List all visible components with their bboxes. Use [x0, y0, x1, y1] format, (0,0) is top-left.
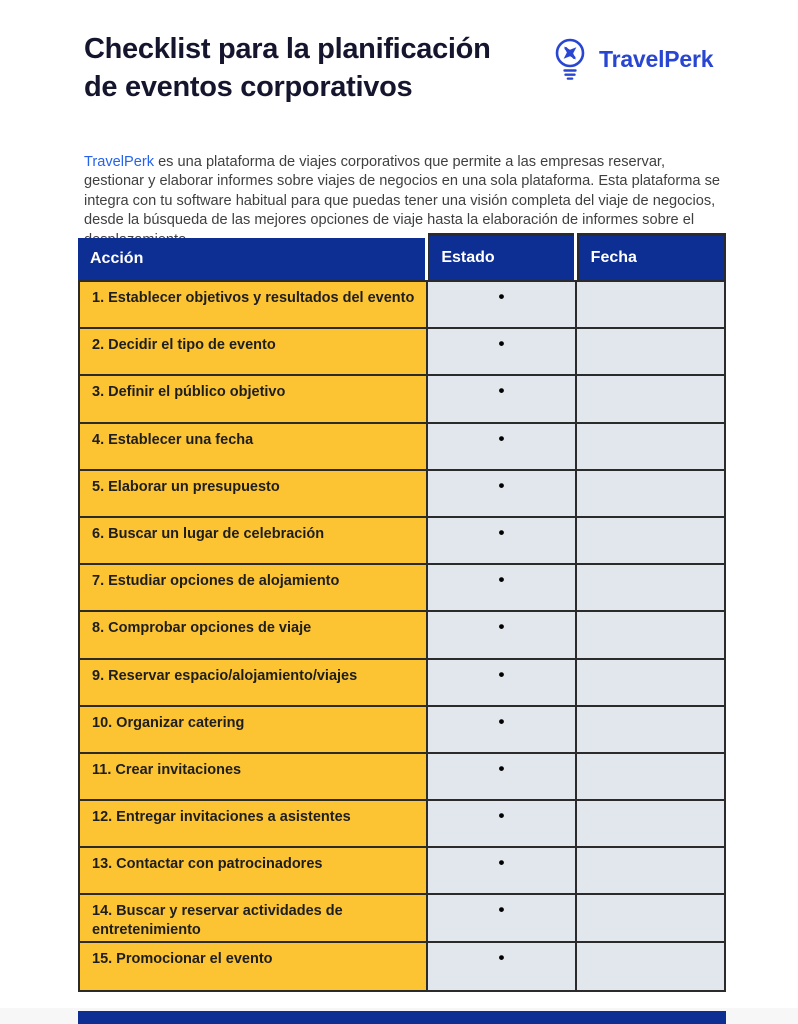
action-cell: 10. Organizar catering — [80, 706, 428, 752]
page-title-line2: de eventos corporativos — [84, 71, 413, 103]
page-title: Checklist para la planificación de event… — [84, 30, 491, 106]
fecha-cell — [577, 895, 724, 941]
brand-wordmark: TravelPerk — [599, 45, 714, 72]
estado-cell: • — [428, 706, 577, 752]
action-cell: 5. Elaborar un presupuesto — [80, 470, 428, 516]
page-title-line1: Checklist para la planificación — [84, 33, 491, 65]
action-cell: 3. Definir el público objetivo — [80, 376, 428, 422]
table-row: 10. Organizar catering • — [80, 706, 724, 754]
action-cell: 7. Estudiar opciones de alojamiento — [80, 565, 428, 611]
fecha-cell — [577, 423, 724, 469]
action-cell: 14. Buscar y reservar actividades de ent… — [80, 895, 428, 941]
table-row: 14. Buscar y reservar actividades de ent… — [80, 895, 724, 943]
table-row: 7. Estudiar opciones de alojamiento • — [80, 565, 724, 613]
fecha-cell — [577, 517, 724, 564]
estado-cell: • — [428, 329, 577, 375]
estado-cell: • — [428, 895, 577, 941]
fecha-cell — [577, 470, 724, 516]
estado-cell: • — [428, 565, 577, 611]
estado-cell: • — [428, 942, 577, 990]
table-row: 8. Comprobar opciones de viaje • — [80, 612, 724, 660]
fecha-cell — [577, 612, 724, 658]
table-row: 6. Buscar un lugar de celebración • — [80, 517, 724, 566]
travelperk-link[interactable]: TravelPerk — [84, 153, 155, 170]
intro-paragraph: TravelPerk es una plataforma de viajes c… — [84, 153, 726, 251]
action-cell: 4. Establecer una fecha — [80, 423, 428, 469]
footer-bar — [78, 1011, 726, 1024]
travelperk-logo: TravelPerk — [550, 36, 714, 82]
table-header-row: Acción Estado Fecha — [78, 233, 726, 280]
table-row: 3. Definir el público objetivo • — [80, 376, 724, 424]
estado-cell: • — [428, 517, 577, 564]
table-row: 15. Promocionar el evento • — [80, 942, 724, 990]
estado-cell: • — [428, 801, 577, 847]
fecha-cell — [577, 282, 724, 328]
fecha-cell — [577, 848, 724, 894]
estado-cell: • — [428, 848, 577, 894]
estado-cell: • — [428, 612, 577, 658]
action-cell: 11. Crear invitaciones — [80, 753, 428, 800]
table-row: 2. Decidir el tipo de evento • — [80, 329, 724, 377]
table-body: 1. Establecer objetivos y resultados del… — [78, 280, 726, 992]
table-row: 13. Contactar con patrocinadores • — [80, 848, 724, 896]
fecha-cell — [577, 942, 724, 990]
action-cell: 12. Entregar invitaciones a asistentes — [80, 801, 428, 847]
estado-cell: • — [428, 659, 577, 705]
action-cell: 9. Reservar espacio/alojamiento/viajes — [80, 659, 428, 705]
action-cell: 13. Contactar con patrocinadores — [80, 848, 428, 894]
action-cell: 8. Comprobar opciones de viaje — [80, 612, 428, 658]
intro-text: es una plataforma de viajes corporativos… — [84, 153, 720, 248]
table-row: 4. Establecer una fecha • — [80, 423, 724, 471]
lightbulb-plane-icon — [550, 36, 590, 82]
table-row: 11. Crear invitaciones • — [80, 753, 724, 802]
estado-cell: • — [428, 376, 577, 422]
table-row: 5. Elaborar un presupuesto • — [80, 470, 724, 518]
fecha-cell — [577, 801, 724, 847]
table-row: 9. Reservar espacio/alojamiento/viajes • — [80, 659, 724, 707]
table-row: 12. Entregar invitaciones a asistentes • — [80, 801, 724, 849]
header-cell-accion: Acción — [78, 238, 426, 280]
action-cell: 15. Promocionar el evento — [80, 942, 428, 990]
estado-cell: • — [428, 470, 577, 516]
fecha-cell — [577, 329, 724, 375]
header-cell-fecha: Fecha — [576, 233, 726, 280]
action-cell: 2. Decidir el tipo de evento — [80, 329, 428, 375]
fecha-cell — [577, 706, 724, 752]
fecha-cell — [577, 376, 724, 422]
action-cell: 6. Buscar un lugar de celebración — [80, 517, 428, 564]
table-row: 1. Establecer objetivos y resultados del… — [80, 282, 724, 330]
header-cell-estado: Estado — [428, 233, 574, 280]
action-cell: 1. Establecer objetivos y resultados del… — [80, 282, 428, 328]
estado-cell: • — [428, 282, 577, 328]
fecha-cell — [577, 753, 724, 800]
estado-cell: • — [428, 753, 577, 800]
estado-cell: • — [428, 423, 577, 469]
checklist-table: Acción Estado Fecha 1. Establecer objeti… — [78, 233, 726, 992]
fecha-cell — [577, 565, 724, 611]
fecha-cell — [577, 659, 724, 705]
